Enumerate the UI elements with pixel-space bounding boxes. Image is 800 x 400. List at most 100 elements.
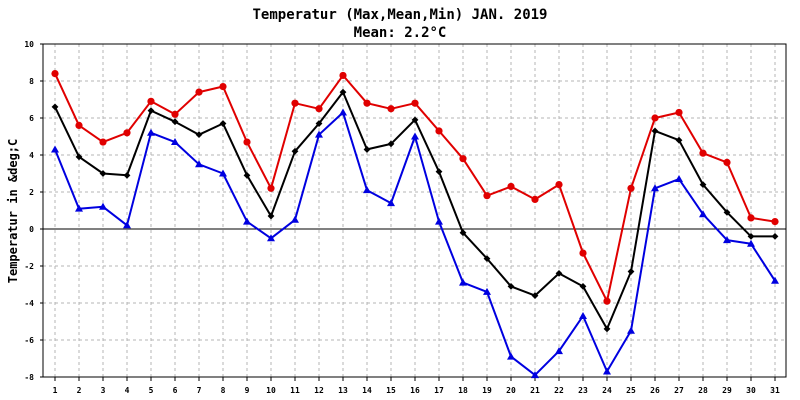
y-tick-label: -2 <box>24 262 34 271</box>
grid-lines <box>43 43 786 378</box>
series-min-point <box>243 217 251 225</box>
series-max-point <box>579 249 587 257</box>
series-mean-point <box>219 120 227 127</box>
series-mean <box>51 88 779 333</box>
series-max-point <box>531 195 539 203</box>
series-max-point <box>699 149 707 157</box>
series-min-point <box>411 132 419 140</box>
series-mean-point <box>699 181 707 188</box>
series-mean-point <box>51 103 59 111</box>
series-mean-point <box>411 116 419 124</box>
x-tick-label: 2 <box>77 386 82 395</box>
series-min-point <box>291 215 299 223</box>
x-tick-label: 31 <box>770 386 780 395</box>
series-mean-point <box>627 268 635 275</box>
series-min-point <box>195 160 203 168</box>
series-mean-point <box>315 120 323 127</box>
series-min-point <box>435 217 443 225</box>
series-max-point <box>339 71 347 80</box>
y-tick-label: 10 <box>24 40 34 49</box>
series-mean-point <box>771 233 779 240</box>
series-max-point <box>507 182 515 191</box>
y-axis-label: Temperatur in &deg;C <box>6 139 20 284</box>
x-tick-label: 5 <box>149 386 154 395</box>
series-mean-point <box>531 292 539 299</box>
data-series <box>51 70 779 379</box>
series-mean-point <box>675 136 683 144</box>
x-tick-label: 1 <box>53 386 58 395</box>
series-max-point <box>603 297 611 305</box>
series-min-point <box>627 326 635 334</box>
chart-subtitle: Mean: 2.2°C <box>354 25 447 41</box>
series-min-point <box>555 347 563 355</box>
series-max-point <box>435 127 443 135</box>
series-min-point <box>123 221 131 229</box>
x-tick-label: 8 <box>221 386 226 395</box>
series-min-point <box>339 108 347 116</box>
series-min <box>51 108 779 379</box>
series-max-point <box>315 105 323 113</box>
series-max-point <box>651 114 659 122</box>
series-max-point <box>243 138 251 146</box>
series-max-point <box>723 158 731 166</box>
x-tick-label: 20 <box>506 386 516 395</box>
series-mean-point <box>555 270 563 277</box>
x-tick-label: 24 <box>602 386 612 395</box>
series-min-point <box>267 234 275 242</box>
x-tick-label: 13 <box>338 386 348 395</box>
series-max-point <box>291 99 299 107</box>
series-max-point <box>75 121 83 129</box>
y-tick-label: 2 <box>29 188 34 197</box>
series-max-point <box>411 99 419 107</box>
series-mean-point <box>459 229 467 237</box>
series-max-point <box>219 82 227 91</box>
x-tick-label: 26 <box>650 386 660 395</box>
x-tick-label: 9 <box>245 386 250 395</box>
series-max-point <box>387 105 395 113</box>
series-mean-point <box>483 255 491 262</box>
series-max-point <box>363 99 371 107</box>
series-mean-point <box>651 127 659 135</box>
series-min-point <box>483 287 491 295</box>
series-min-point <box>363 186 371 194</box>
series-max-point <box>459 155 467 163</box>
series-min-point <box>459 278 467 286</box>
y-tick-label: -8 <box>24 373 34 382</box>
y-tick-label: 8 <box>29 77 34 86</box>
x-tick-label: 25 <box>626 386 636 395</box>
series-max-point <box>483 192 491 200</box>
series-mean-point <box>291 147 299 155</box>
series-min-point <box>51 145 59 153</box>
series-min-point <box>387 199 395 207</box>
x-tick-label: 28 <box>698 386 708 395</box>
series-min-point <box>99 202 107 210</box>
series-mean-point <box>387 140 395 148</box>
series-max-point <box>171 110 179 118</box>
series-mean-point <box>723 208 731 216</box>
series-mean-point <box>579 282 587 290</box>
series-mean-point <box>339 88 347 96</box>
series-mean-point <box>99 170 107 177</box>
x-tick-label: 4 <box>125 386 130 395</box>
x-tick-label: 18 <box>458 386 468 395</box>
series-min-point <box>219 169 227 177</box>
series-min-point <box>603 367 611 375</box>
chart-title: Temperatur (Max,Mean,Min) JAN. 2019 <box>252 7 547 23</box>
x-tick-label: 22 <box>554 386 564 395</box>
series-max-point <box>195 88 203 96</box>
series-max-point <box>747 214 755 222</box>
series-mean-point <box>75 153 83 161</box>
series-mean-point <box>195 131 203 139</box>
series-min-point <box>147 128 155 136</box>
x-tick-label: 21 <box>530 386 540 395</box>
x-tick-label: 19 <box>482 386 492 395</box>
series-min-point <box>171 138 179 146</box>
series-max-point <box>147 97 155 105</box>
x-tick-label: 15 <box>386 386 396 395</box>
x-tick-label: 7 <box>197 386 202 395</box>
series-min-point <box>747 239 755 247</box>
x-tick-label: 30 <box>746 386 756 395</box>
x-tick-label: 10 <box>266 386 276 395</box>
series-max-point <box>99 138 107 146</box>
